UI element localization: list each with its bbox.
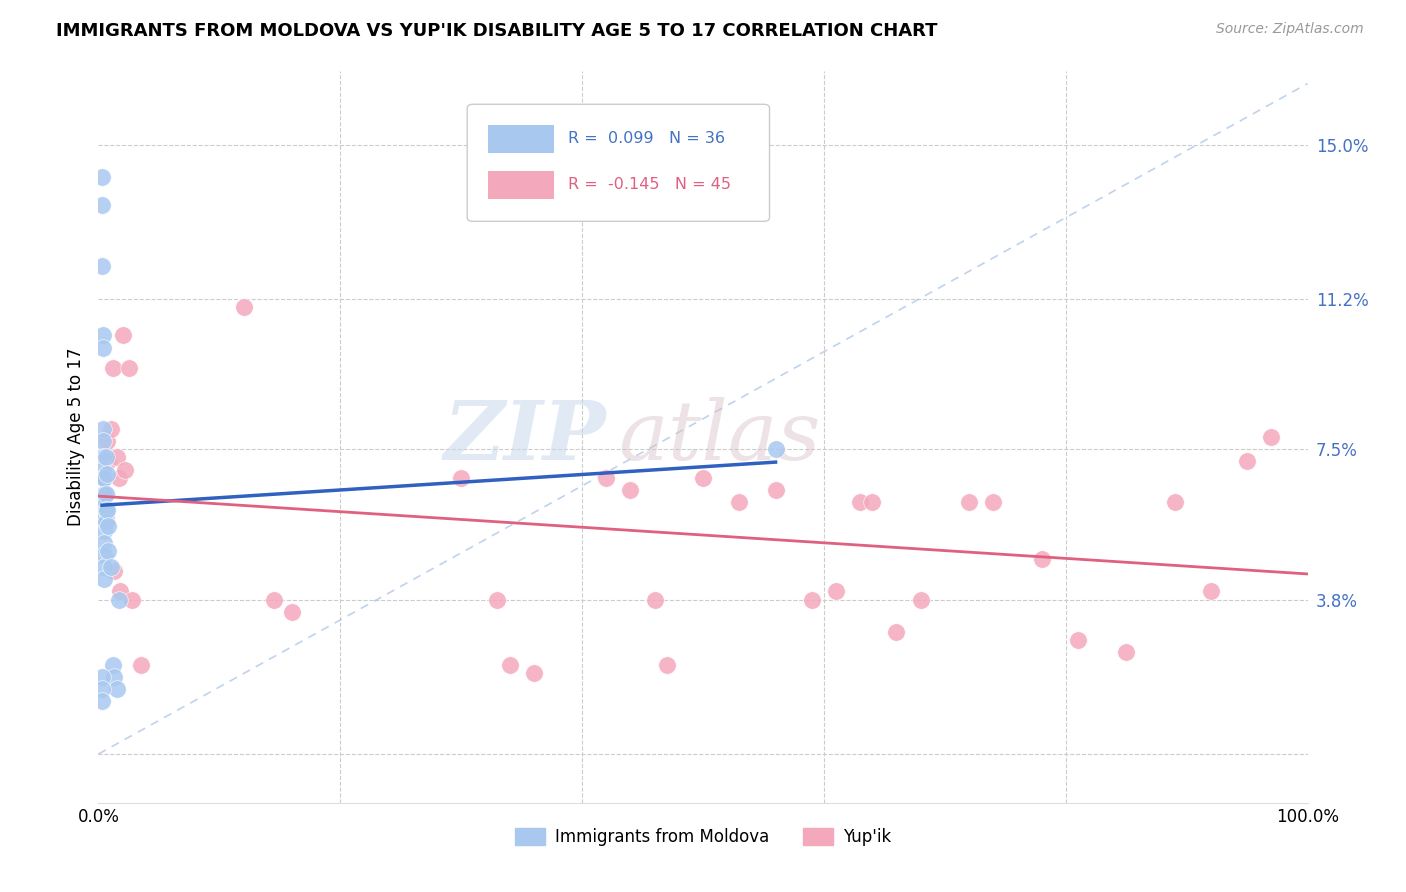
Point	[91, 328, 114, 343]
Point	[619, 483, 641, 497]
Text: ZIP: ZIP	[444, 397, 606, 477]
Point	[91, 198, 114, 212]
Point	[93, 560, 115, 574]
Point	[825, 584, 848, 599]
Point	[644, 592, 666, 607]
Point	[105, 681, 128, 696]
Point	[93, 471, 115, 485]
Legend: Immigrants from Moldova, Yup'ik: Immigrants from Moldova, Yup'ik	[509, 822, 897, 853]
Point	[981, 495, 1004, 509]
Point	[91, 471, 114, 485]
Point	[765, 442, 787, 457]
Point	[121, 592, 143, 607]
Point	[232, 300, 254, 314]
Point	[101, 657, 124, 672]
Point	[96, 467, 118, 481]
Point	[111, 328, 134, 343]
Point	[118, 361, 141, 376]
Point	[800, 592, 823, 607]
Point	[129, 657, 152, 672]
Point	[94, 487, 117, 501]
Point	[91, 694, 114, 708]
Text: R =  0.099   N = 36: R = 0.099 N = 36	[568, 131, 724, 146]
Point	[91, 462, 114, 476]
Point	[97, 454, 120, 468]
Point	[105, 450, 128, 465]
Point	[96, 503, 118, 517]
Point	[108, 471, 131, 485]
Point	[101, 361, 124, 376]
Point	[100, 560, 122, 574]
Point	[103, 670, 125, 684]
Point	[450, 471, 472, 485]
Point	[94, 487, 117, 501]
Point	[91, 681, 114, 696]
Point	[93, 471, 115, 485]
Text: Source: ZipAtlas.com: Source: ZipAtlas.com	[1216, 22, 1364, 37]
Point	[91, 434, 114, 449]
Text: IMMIGRANTS FROM MOLDOVA VS YUP'IK DISABILITY AGE 5 TO 17 CORRELATION CHART: IMMIGRANTS FROM MOLDOVA VS YUP'IK DISABI…	[56, 22, 938, 40]
Text: atlas: atlas	[619, 397, 821, 477]
Point	[860, 495, 883, 509]
Point	[97, 544, 120, 558]
Point	[486, 592, 509, 607]
Point	[281, 605, 304, 619]
Point	[1067, 633, 1090, 648]
Point	[849, 495, 872, 509]
Point	[94, 503, 117, 517]
Point	[96, 434, 118, 449]
Point	[93, 487, 115, 501]
Text: R =  -0.145   N = 45: R = -0.145 N = 45	[568, 178, 731, 193]
Point	[91, 341, 114, 355]
Point	[94, 516, 117, 530]
Point	[498, 657, 520, 672]
Point	[263, 592, 285, 607]
Point	[114, 462, 136, 476]
Point	[765, 483, 787, 497]
Point	[1260, 430, 1282, 444]
Point	[655, 657, 678, 672]
Point	[91, 422, 114, 436]
Point	[1115, 645, 1137, 659]
FancyBboxPatch shape	[488, 125, 554, 153]
Point	[1236, 454, 1258, 468]
FancyBboxPatch shape	[467, 104, 769, 221]
Point	[108, 592, 131, 607]
Point	[108, 584, 131, 599]
Point	[910, 592, 932, 607]
Point	[100, 422, 122, 436]
Point	[93, 548, 115, 562]
Point	[93, 535, 115, 549]
Point	[93, 572, 115, 586]
Point	[1163, 495, 1185, 509]
Point	[93, 524, 115, 538]
Point	[103, 564, 125, 578]
Point	[1199, 584, 1222, 599]
Point	[91, 450, 114, 465]
Point	[94, 511, 117, 525]
Point	[91, 260, 114, 274]
Point	[91, 670, 114, 684]
Y-axis label: Disability Age 5 to 17: Disability Age 5 to 17	[66, 348, 84, 526]
Point	[1031, 552, 1053, 566]
Point	[886, 625, 908, 640]
Point	[93, 511, 115, 525]
Point	[523, 665, 546, 680]
FancyBboxPatch shape	[488, 171, 554, 199]
Point	[93, 499, 115, 513]
Point	[91, 169, 114, 184]
Point	[728, 495, 751, 509]
Point	[97, 519, 120, 533]
Point	[957, 495, 980, 509]
Point	[94, 450, 117, 465]
Point	[595, 471, 617, 485]
Point	[692, 471, 714, 485]
